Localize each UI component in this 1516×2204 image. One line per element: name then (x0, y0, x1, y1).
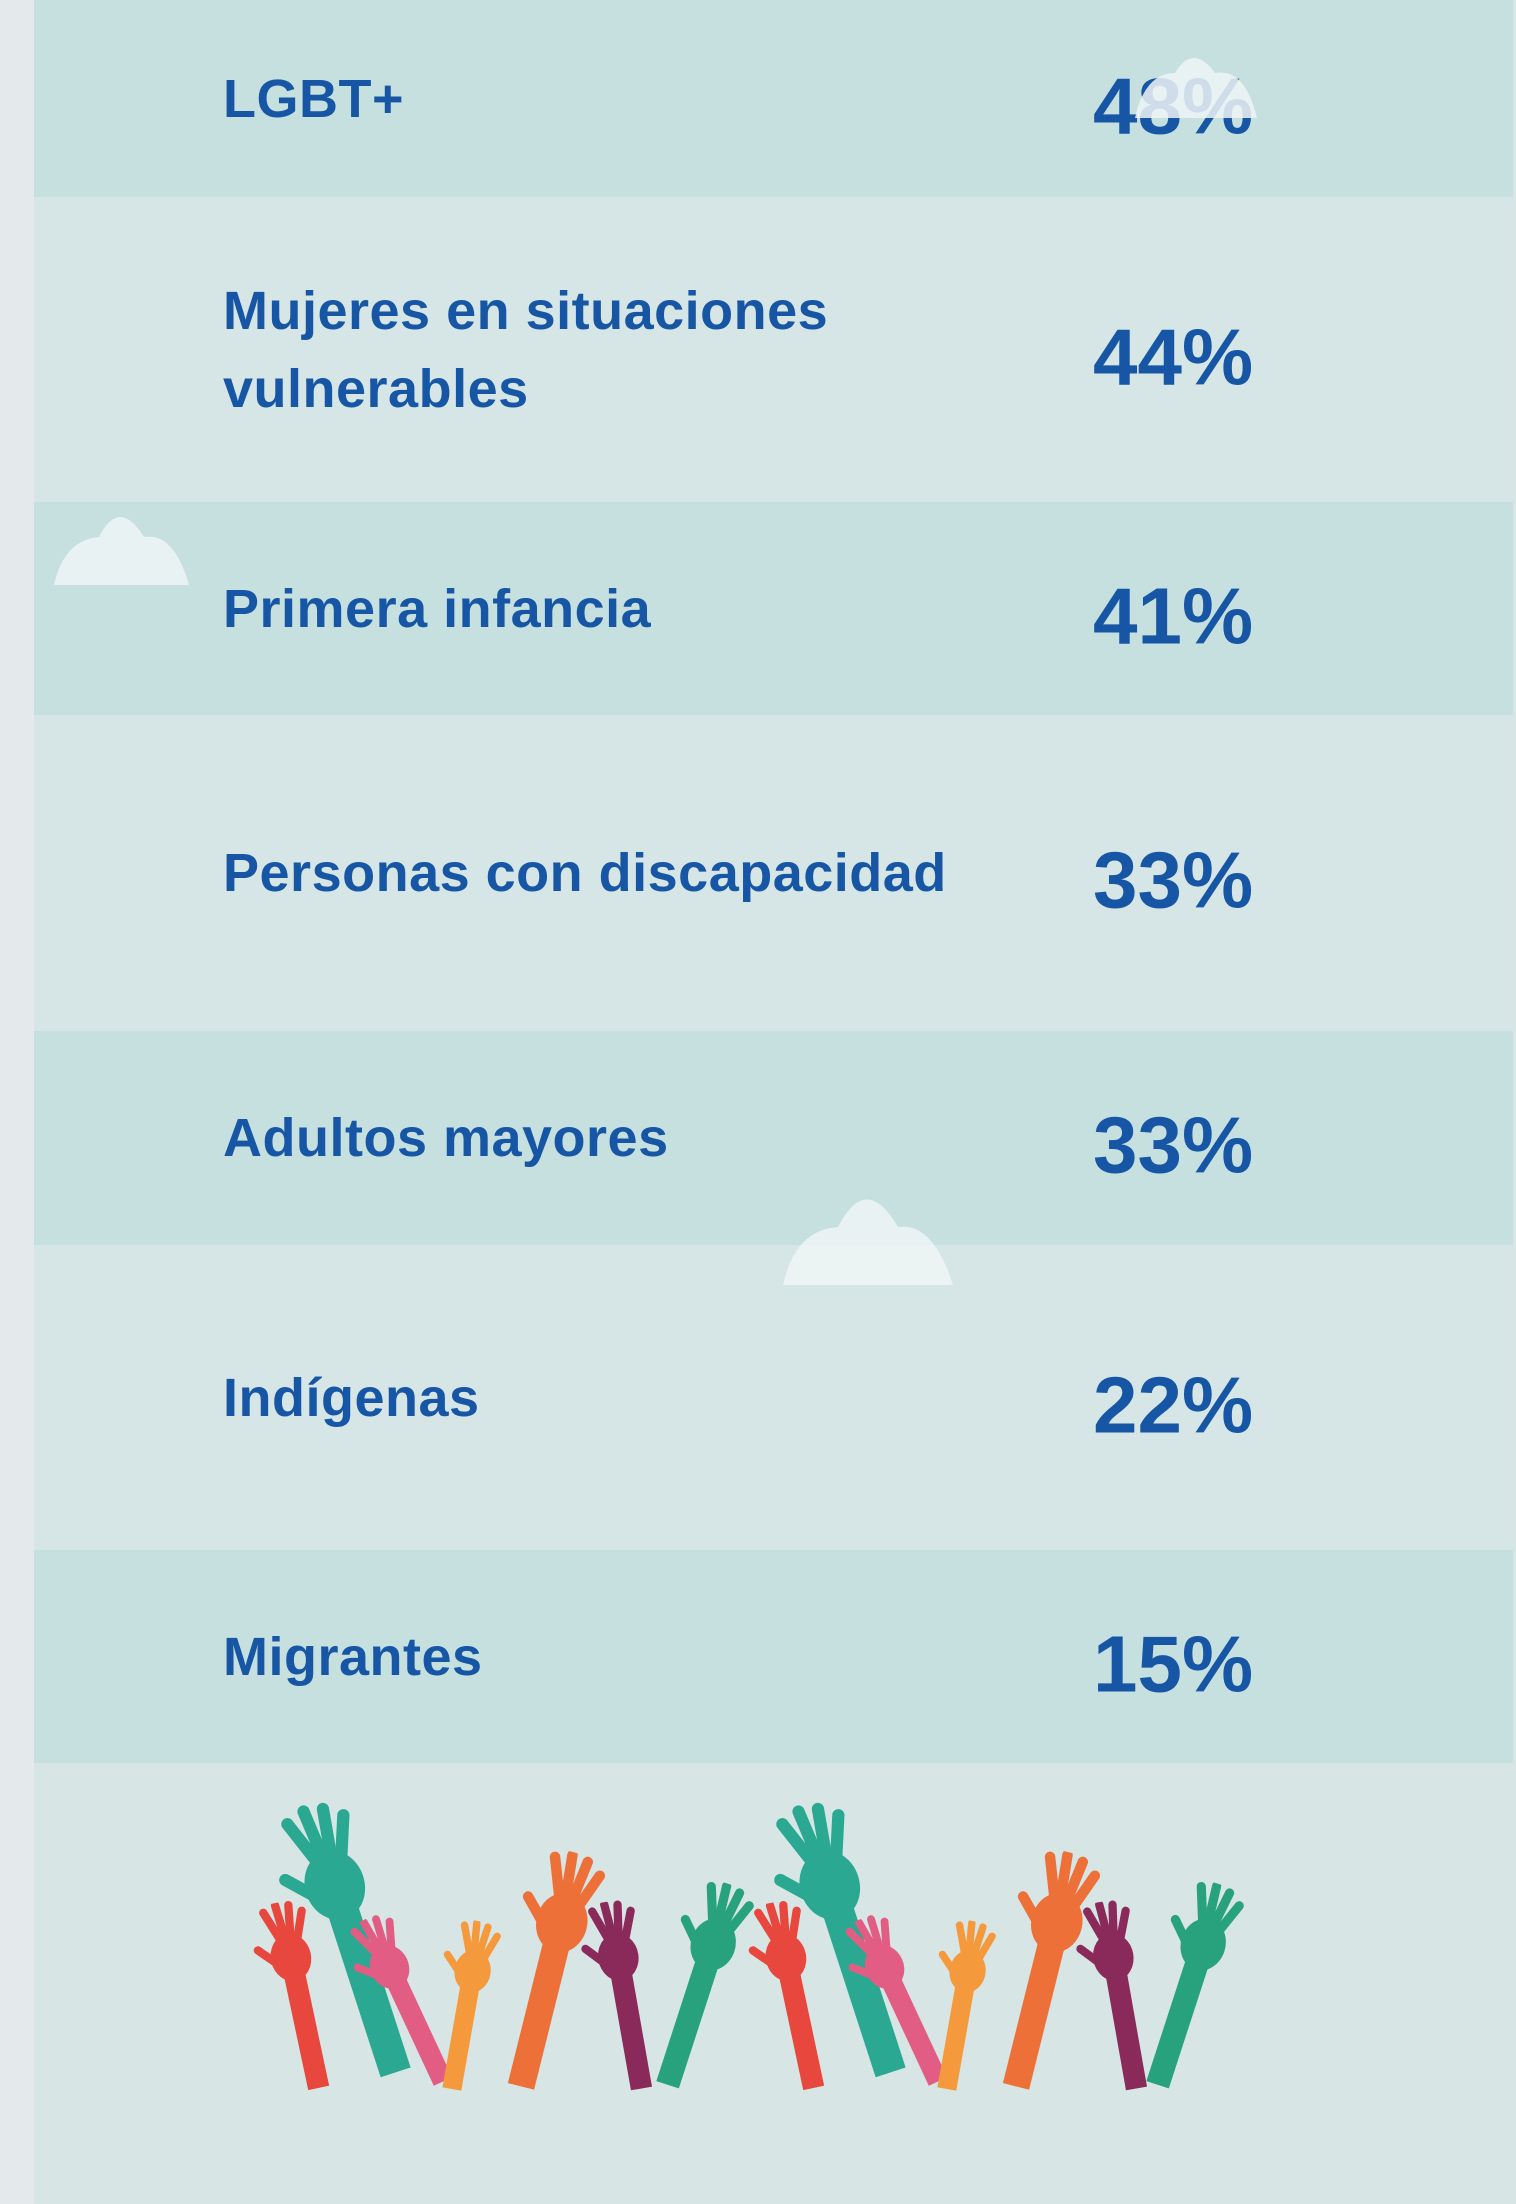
hand (341, 1912, 460, 2094)
hand (635, 1877, 753, 2092)
row-value: 15% (1093, 1618, 1253, 1710)
row-value: 48% (1093, 60, 1253, 152)
hand (978, 1847, 1098, 2093)
hand (1074, 1900, 1157, 2094)
row-label: Adultos mayores (223, 1099, 1063, 1177)
row-list: LGBT+ 48% Mujeres en situaciones vulnerabl… (34, 0, 1513, 1763)
hand (425, 1919, 499, 2092)
row-value: 22% (1093, 1359, 1253, 1451)
row-label: Personas con discapacidad (223, 834, 1063, 912)
row-label: Indígenas (223, 1359, 1063, 1437)
hand (836, 1912, 955, 2094)
page: LGBT+ 48% Mujeres en situaciones vulnerabl… (0, 0, 1516, 2204)
hand (762, 1800, 919, 2086)
stat-row: Mujeres en situaciones vulnerables 44% (34, 197, 1513, 502)
hand (920, 1919, 994, 2092)
hand (483, 1847, 603, 2093)
stat-row: Primera infancia 41% (34, 502, 1513, 715)
row-value: 33% (1093, 1099, 1253, 1191)
row-value: 33% (1093, 834, 1253, 926)
row-label: Primera infancia (223, 570, 1063, 648)
stat-row: Migrantes 15% (34, 1550, 1513, 1763)
hand (250, 1900, 339, 2094)
row-value: 41% (1093, 570, 1253, 662)
row-label: LGBT+ (223, 60, 1063, 138)
row-label: Mujeres en situaciones vulnerables (223, 272, 1063, 428)
hand (579, 1900, 662, 2094)
stat-row: Indígenas 22% (34, 1245, 1513, 1550)
hand (1125, 1877, 1243, 2092)
row-label: Migrantes (223, 1618, 1063, 1696)
stat-row: Adultos mayores 33% (34, 1031, 1513, 1245)
stat-row: LGBT+ 48% (34, 0, 1513, 197)
stat-row: Personas con discapacidad 33% (34, 715, 1513, 1031)
hand (267, 1800, 424, 2086)
row-value: 44% (1093, 311, 1253, 403)
side-strip (0, 0, 34, 2204)
hand (745, 1900, 834, 2094)
hands (250, 1800, 1243, 2094)
